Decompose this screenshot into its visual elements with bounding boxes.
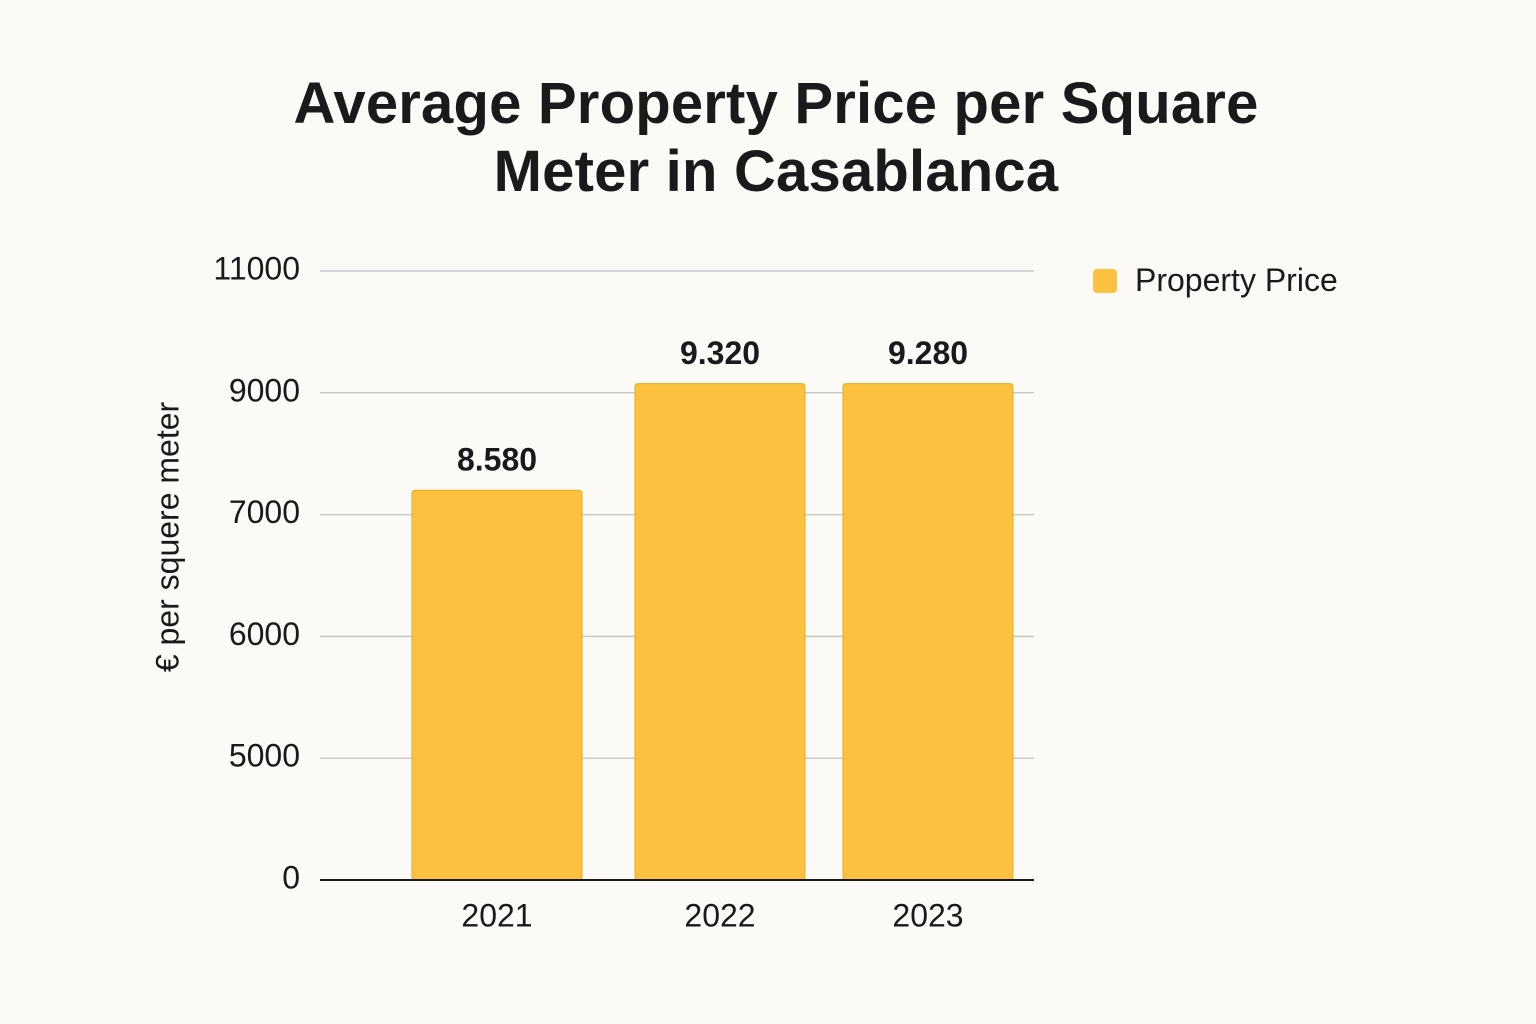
x-tick-label-2021: 2021	[461, 897, 532, 933]
y-axis-ticks: 0 5000 6000 7000 9000 11000	[213, 250, 300, 895]
chart-title: Average Property Price per Square Meter …	[0, 70, 1536, 206]
bar-2022[interactable]	[634, 383, 806, 881]
data-label-2022: 9.320	[680, 335, 760, 371]
data-labels: 8.580 9.320 9.280	[457, 335, 968, 478]
bar-2021[interactable]	[411, 489, 583, 881]
y-tick-label: 5000	[229, 738, 300, 774]
y-tick-label: 6000	[229, 616, 300, 652]
chart-title-line-2: Meter in Casablanca	[493, 139, 1059, 204]
bar-2023[interactable]	[842, 383, 1014, 881]
x-tick-label-2022: 2022	[684, 897, 755, 933]
y-tick-label: 9000	[229, 372, 300, 408]
legend-swatch-property-price	[1093, 268, 1117, 293]
data-label-2023: 9.280	[888, 335, 968, 371]
y-axis-label: € per squere meter	[149, 401, 185, 672]
y-tick-label: 11000	[213, 250, 300, 286]
legend-label-property-price: Property Price	[1135, 262, 1338, 298]
x-tick-label-2023: 2023	[892, 897, 963, 933]
data-label-2021: 8.580	[457, 442, 537, 478]
legend: Property Price	[1093, 262, 1338, 299]
bars	[411, 383, 1014, 881]
chart-title-line-1: Average Property Price per Square	[293, 71, 1259, 136]
x-axis-ticks: 2021 2022 2023	[461, 897, 963, 933]
y-tick-label: 7000	[229, 494, 300, 530]
y-tick-label: 0	[282, 859, 300, 895]
